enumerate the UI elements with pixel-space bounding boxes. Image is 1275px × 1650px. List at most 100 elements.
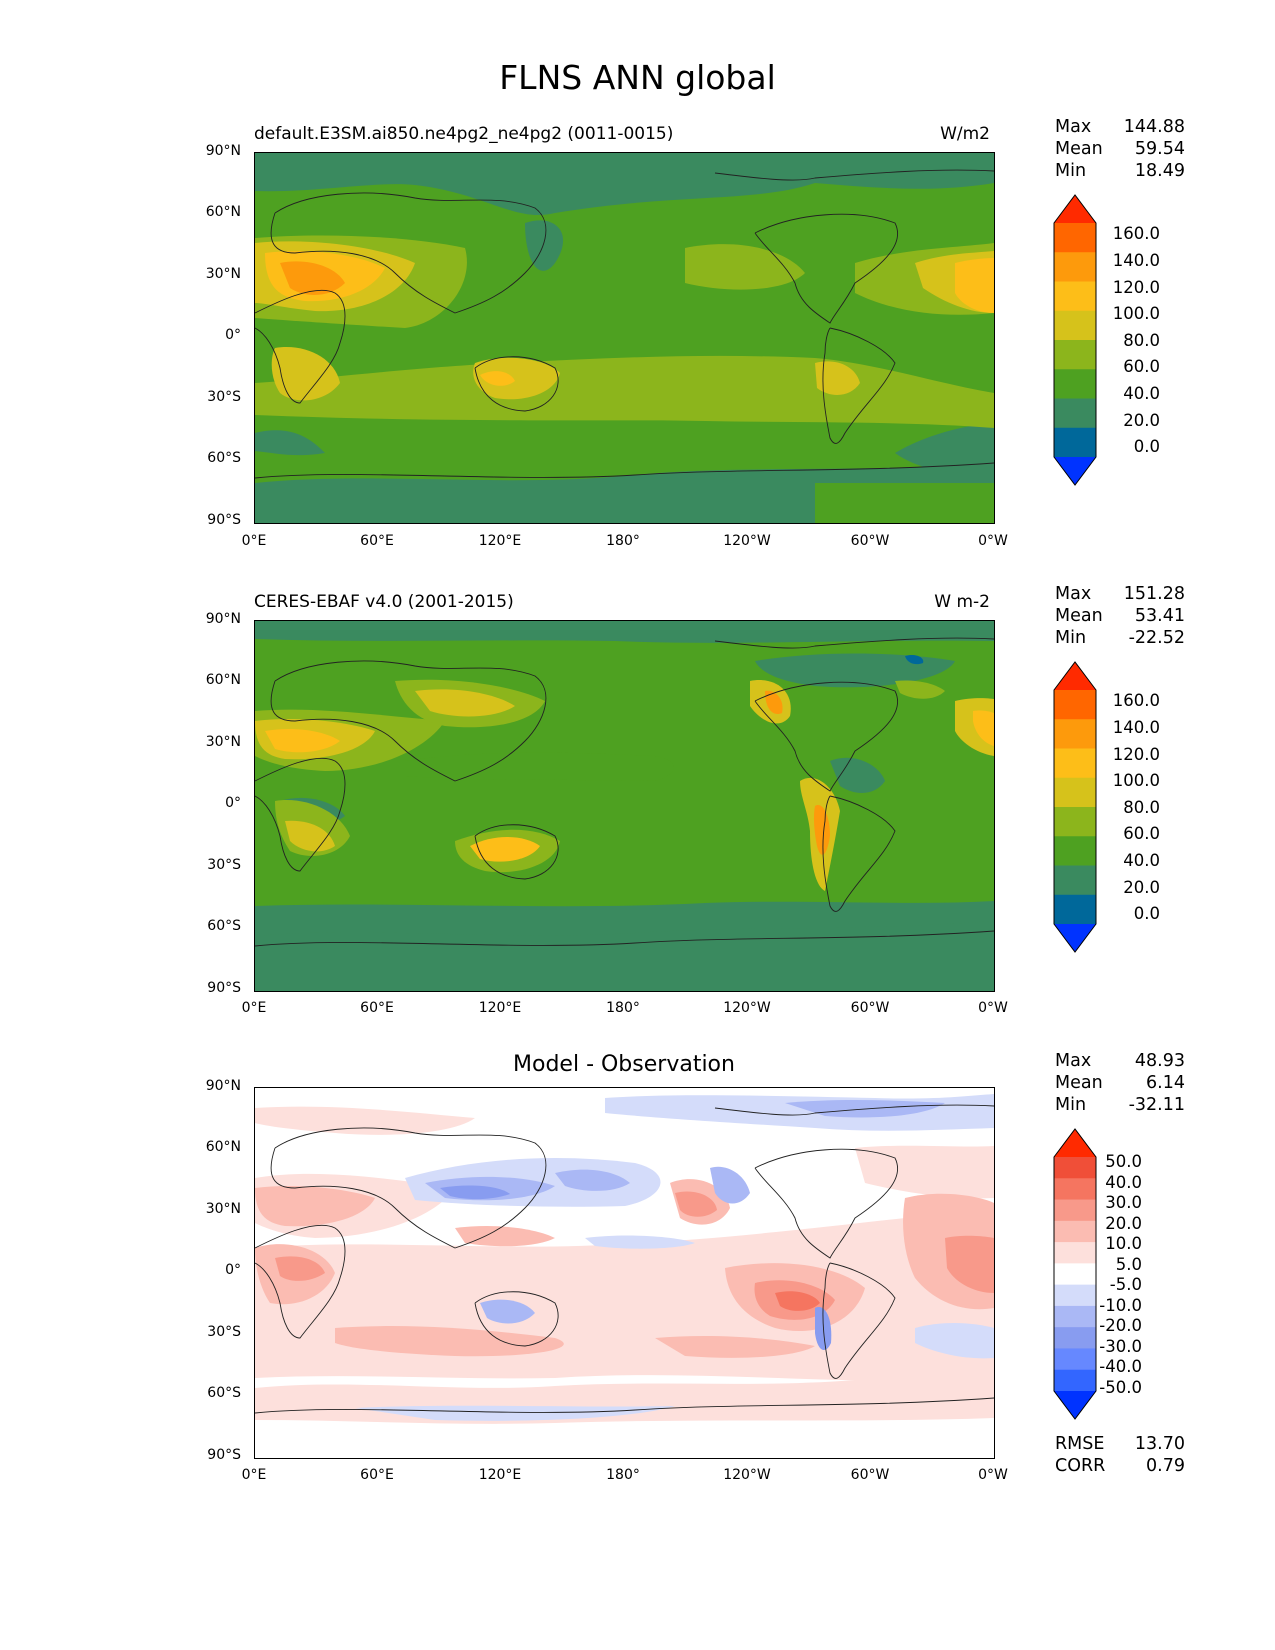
panel3-stats: Max 48.93 Mean 6.14 Min -32.11 — [1055, 1050, 1185, 1116]
panel2-lat-tick: 30°S — [207, 857, 241, 873]
stat-value: 18.49 — [1134, 161, 1185, 181]
colorbar-segment — [1054, 865, 1096, 896]
panel1-lat-tick: 60°S — [207, 450, 241, 466]
stat-value: 59.54 — [1134, 139, 1185, 159]
panel1-stats: Max 144.88 Mean 59.54 Min 18.49 — [1055, 116, 1185, 182]
colorbar-segment — [1054, 223, 1096, 253]
colorbar-segment — [1054, 748, 1096, 779]
panel2-stats: Max 151.28 Mean 53.41 Min -22.52 — [1055, 583, 1185, 649]
panel3-title: Model - Observation — [513, 1052, 735, 1077]
panel3-lat-tick: 30°N — [205, 1201, 241, 1217]
colorbar-segment — [1054, 1263, 1096, 1286]
panel1-lat-tick: 90°N — [205, 143, 241, 159]
panel1-lon-tick: 60°W — [850, 533, 890, 549]
colorbar-tick-label: 140.0 — [1112, 718, 1160, 737]
colorbar-extend-bottom — [1054, 1391, 1096, 1419]
stat-value: -22.52 — [1128, 628, 1185, 648]
colorbar-svg — [1053, 661, 1097, 953]
panel3-lat-tick: 90°S — [207, 1447, 241, 1463]
panel1-units: W/m2 — [940, 124, 990, 144]
colorbar-tick-label: 20.0 — [1123, 878, 1160, 897]
colorbar-segment — [1054, 1242, 1096, 1264]
panel1-lat-tick: 30°N — [205, 266, 241, 282]
colorbar-tick-label: 5.0 — [1115, 1255, 1142, 1274]
figure-title: FLNS ANN global — [499, 58, 776, 97]
colorbar-tick-label: -5.0 — [1109, 1275, 1142, 1294]
colorbar-segment — [1054, 1178, 1096, 1201]
colorbar-tick-label: 10.0 — [1105, 1234, 1142, 1253]
panel2-lat-tick: 60°N — [205, 672, 241, 688]
panel2-lon-tick: 120°E — [478, 1000, 522, 1016]
panel2-units: W m-2 — [934, 592, 990, 612]
metric-value: 0.79 — [1146, 1456, 1185, 1476]
colorbar-tick-label: 20.0 — [1105, 1214, 1142, 1233]
colorbar-segment — [1054, 1369, 1096, 1392]
stat-label: Mean — [1055, 139, 1103, 159]
stat-label: Max — [1055, 1051, 1092, 1071]
colorbar-tick-label: 120.0 — [1112, 745, 1160, 764]
stat-value: -32.11 — [1128, 1095, 1185, 1115]
panel3-metrics: RMSE 13.70 CORR 0.79 — [1055, 1433, 1185, 1477]
stat-label: Min — [1055, 1095, 1087, 1115]
colorbar-tick-label: 100.0 — [1112, 304, 1160, 323]
colorbar-tick-label: -10.0 — [1099, 1296, 1142, 1315]
panel2-lat-tick: 60°S — [207, 918, 241, 934]
panel1-model-map — [254, 152, 995, 524]
panel2-lat-tick: 30°N — [205, 734, 241, 750]
panel2-lon-tick: 180° — [606, 1000, 640, 1016]
panel2-lat-tick: 90°S — [207, 980, 241, 996]
panel3-colorbar — [1053, 1128, 1097, 1420]
stat-label: Max — [1055, 584, 1092, 604]
colorbar-segment — [1054, 1327, 1096, 1349]
panel1-lat-tick: 60°N — [205, 204, 241, 220]
panel1-lat-tick: 0° — [225, 327, 241, 343]
colorbar-segment — [1054, 281, 1096, 312]
colorbar-segment — [1054, 1305, 1096, 1328]
colorbar-tick-label: 120.0 — [1112, 278, 1160, 297]
stat-label: Mean — [1055, 606, 1103, 626]
panel3-map-svg — [255, 1088, 994, 1458]
stat-value: 53.41 — [1134, 606, 1185, 626]
panel1-lon-tick: 0°E — [241, 533, 267, 549]
stat-label: Min — [1055, 161, 1087, 181]
panel3-lon-tick: 0°W — [978, 1467, 1008, 1483]
panel1-title-left: default.E3SM.ai850.ne4pg2_ne4pg2 (0011-0… — [254, 124, 674, 144]
colorbar-tick-label: 50.0 — [1105, 1152, 1142, 1171]
colorbar-tick-label: -30.0 — [1099, 1337, 1142, 1356]
colorbar-segment — [1054, 1348, 1096, 1371]
colorbar-tick-label: 60.0 — [1123, 824, 1160, 843]
colorbar-extend-top — [1054, 1129, 1096, 1157]
colorbar-tick-label: 30.0 — [1105, 1193, 1142, 1212]
colorbar-svg — [1053, 194, 1097, 486]
panel1-map-svg — [255, 153, 994, 523]
panel3-lon-tick: 60°E — [360, 1467, 394, 1483]
colorbar-outline — [1053, 194, 1097, 486]
panel2-lon-tick: 0°E — [241, 1000, 267, 1016]
colorbar-segment — [1054, 1284, 1096, 1307]
stat-label: Min — [1055, 628, 1087, 648]
panel3-lat-tick: 0° — [225, 1262, 241, 1278]
colorbar-tick-label: 100.0 — [1112, 771, 1160, 790]
colorbar-tick-label: 40.0 — [1123, 851, 1160, 870]
colorbar-tick-label: -20.0 — [1099, 1316, 1142, 1335]
colorbar-tick-label: 40.0 — [1123, 384, 1160, 403]
panel2-lon-tick: 0°W — [978, 1000, 1008, 1016]
panel2-lat-tick: 0° — [225, 795, 241, 811]
colorbar-segment — [1054, 340, 1096, 370]
colorbar-segment — [1054, 369, 1096, 399]
panel1-lat-tick: 30°S — [207, 389, 241, 405]
panel2-lon-tick: 120°W — [723, 1000, 771, 1016]
stat-value: 151.28 — [1123, 584, 1185, 604]
colorbar-segment — [1054, 836, 1096, 866]
colorbar-tick-label: 40.0 — [1105, 1173, 1142, 1192]
colorbar-tick-label: -40.0 — [1099, 1357, 1142, 1376]
colorbar-svg — [1053, 1128, 1097, 1420]
panel3-lon-tick: 120°E — [478, 1467, 522, 1483]
colorbar-segment — [1054, 690, 1096, 720]
panel3-lon-tick: 180° — [606, 1467, 640, 1483]
panel3-lat-tick: 60°S — [207, 1385, 241, 1401]
panel2-map-svg — [255, 621, 994, 991]
colorbar-segment — [1054, 807, 1096, 837]
colorbar-segment — [1054, 777, 1096, 808]
colorbar-tick-label: -50.0 — [1099, 1378, 1142, 1397]
